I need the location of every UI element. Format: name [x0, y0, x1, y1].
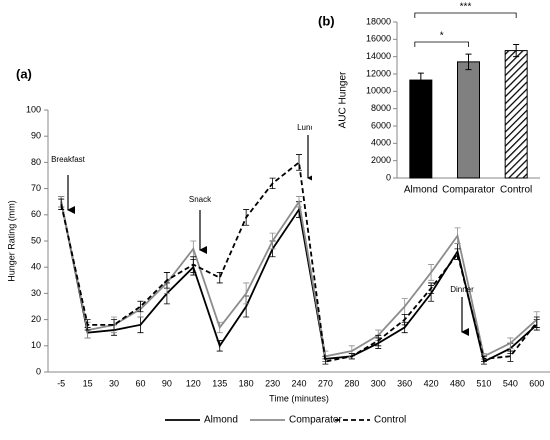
y-tick-label: 30	[31, 288, 41, 298]
error-bar	[465, 53, 472, 71]
y-tick-label: 80	[31, 157, 41, 167]
y-tick-label: 0	[386, 172, 391, 182]
y-tick-label: 10000	[366, 86, 391, 96]
x-tick-label: 90	[162, 378, 172, 388]
bar	[504, 50, 528, 179]
y-tick-label: 18000	[366, 16, 391, 26]
x-tick-label: Control	[500, 185, 532, 196]
x-tick-label: 270	[318, 378, 333, 388]
significance-bracket	[414, 41, 469, 47]
error-bar	[513, 44, 520, 58]
x-tick-label: 120	[186, 378, 201, 388]
bar	[457, 61, 480, 179]
x-tick-label: 135	[212, 378, 227, 388]
error-bar	[137, 300, 144, 313]
x-tick-label: 180	[239, 378, 254, 388]
y-tick-label: 0	[36, 366, 41, 376]
x-tick-label: 510	[476, 378, 491, 388]
x-tick-label: 420	[424, 378, 439, 388]
error-bar	[216, 272, 223, 284]
x-tick-label: 540	[503, 378, 518, 388]
y-tick-label: 20	[31, 314, 41, 324]
y-axis-label: AUC Hunger	[338, 71, 349, 128]
x-tick-label: 480	[450, 378, 465, 388]
x-tick-label: 230	[265, 378, 280, 388]
legend-label: Control	[374, 415, 406, 426]
panel-label: (b)	[318, 13, 335, 28]
y-tick-label: 90	[31, 131, 41, 141]
y-tick-label: 100	[26, 104, 41, 114]
x-tick-label: 300	[371, 378, 386, 388]
annotation: Breakfast	[51, 155, 86, 164]
series-line	[60, 199, 538, 358]
significance-label: *	[440, 31, 444, 42]
bar	[409, 79, 433, 179]
y-tick-label: 8000	[371, 103, 391, 113]
y-tick-label: 70	[31, 183, 41, 193]
x-tick-label: 600	[529, 378, 544, 388]
significance-bracket	[414, 12, 517, 18]
panel-b: 0 2000 4000 6000 8000 10000 12000 14000 16000 180…	[318, 2, 540, 196]
y-tick-label: 16000	[366, 34, 391, 44]
y-tick-label: 50	[31, 235, 41, 245]
y-tick-label: 60	[31, 209, 41, 219]
x-tick-label: 60	[135, 378, 145, 388]
y-tick-label: 2000	[371, 155, 391, 165]
error-bar	[417, 72, 424, 88]
x-tick-label: -5	[57, 378, 65, 388]
legend-label: Almond	[204, 415, 238, 426]
series-line	[60, 201, 538, 363]
x-tick-label: 15	[83, 378, 93, 388]
panel-a: 0 10 20 30 40 50 60 70 80 90 100 -5 15 30 60 90 120 135 18…	[6, 66, 550, 426]
x-tick-label: 30	[109, 378, 119, 388]
error-bar	[507, 350, 514, 362]
x-tick-label: 280	[344, 378, 359, 388]
y-tick-label: 14000	[366, 51, 391, 61]
legend-label: Comparator	[289, 415, 342, 426]
panel-label: (a)	[16, 66, 32, 81]
y-tick-label: 4000	[371, 138, 391, 148]
x-tick-label: 240	[291, 378, 306, 388]
annotation: Dinner	[450, 285, 474, 294]
x-tick-label: Almond	[404, 185, 438, 196]
x-tick-label: 360	[397, 378, 412, 388]
annotation: Snack	[189, 195, 212, 204]
significance-label: ***	[460, 2, 472, 13]
y-axis-label: Hunger Rating (mm)	[6, 200, 16, 282]
y-tick-label: 10	[31, 340, 41, 350]
x-axis-label: Time (minutes)	[269, 393, 329, 403]
y-tick-label: 6000	[371, 120, 391, 130]
error-bar	[111, 319, 118, 331]
y-tick-label: 12000	[366, 68, 391, 78]
y-tick-label: 40	[31, 262, 41, 272]
annotation: Lunch	[297, 123, 319, 132]
x-tick-label: Comparator	[442, 185, 495, 196]
